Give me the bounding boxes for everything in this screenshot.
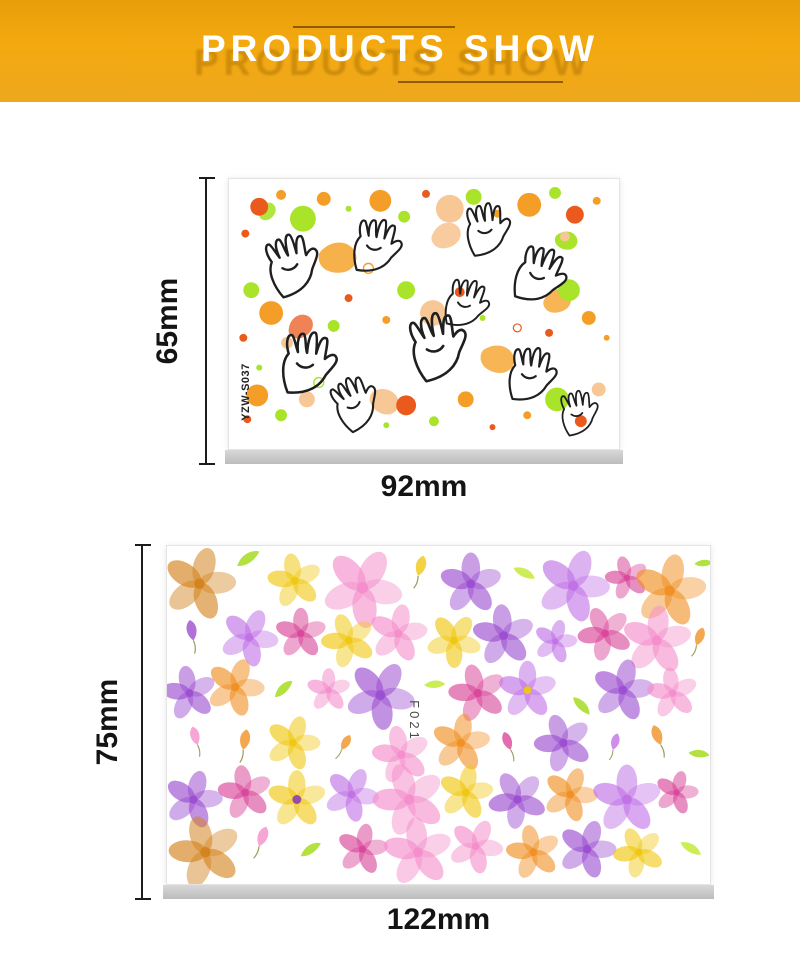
- product-2-code: F021: [407, 700, 422, 742]
- product-1-code: YZW-S037: [240, 363, 252, 421]
- product-1-height-label: 65mm: [151, 277, 184, 365]
- header-banner: PRODUCTS SHOW: [0, 0, 800, 102]
- dimension-tick-top: [135, 544, 151, 546]
- product-1-sheet-base: [225, 450, 623, 464]
- product-1-width-label: 92mm: [380, 470, 468, 503]
- product-2-sticker-art: [167, 546, 710, 884]
- dimension-tick-bottom: [199, 463, 215, 465]
- product-1-sticker-sheet-image: YZW-S037: [228, 178, 620, 450]
- header-accent-line-top: [293, 26, 455, 28]
- page-title: PRODUCTS SHOW: [201, 28, 599, 69]
- product-2-sheet-base: [163, 885, 714, 899]
- flowers-group: [167, 546, 710, 884]
- product-2-height-dimension-line: [135, 544, 151, 900]
- dimension-tick-top: [199, 177, 215, 179]
- product-1-sticker-art: [239, 186, 610, 438]
- product-2-height-label: 75mm: [91, 678, 124, 766]
- product-2-sticker-sheet-image: F021: [166, 545, 711, 885]
- header-accent-line-bottom: [398, 81, 563, 83]
- dimension-tick-bottom: [135, 898, 151, 900]
- product-1-height-dimension-line: [199, 177, 215, 465]
- product-2-width-label: 122mm: [386, 903, 491, 936]
- blobs-group: [254, 199, 580, 421]
